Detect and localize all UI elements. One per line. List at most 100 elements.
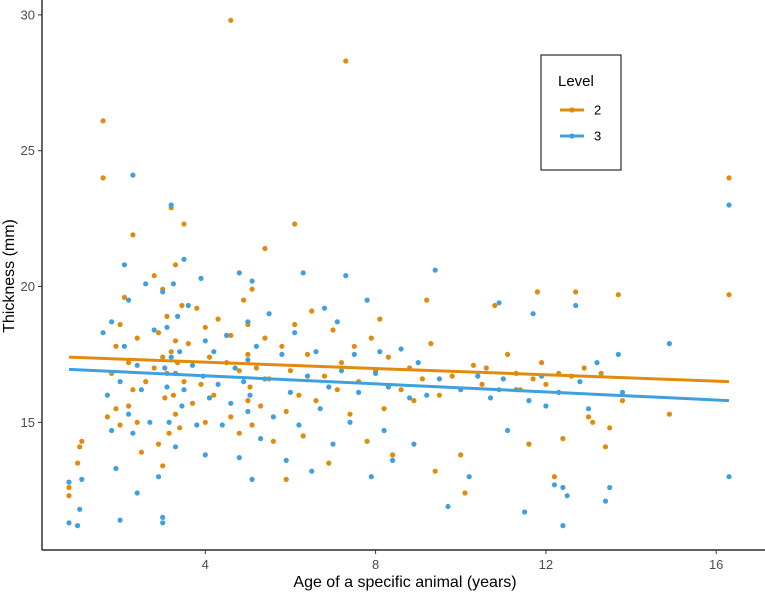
point-level-2 <box>283 476 289 482</box>
point-level-3 <box>117 517 123 523</box>
point-level-3 <box>100 330 106 336</box>
point-level-3 <box>615 351 621 357</box>
point-level-2 <box>143 379 149 385</box>
point-level-2 <box>126 403 132 409</box>
point-level-3 <box>232 365 238 371</box>
point-level-2 <box>151 365 157 371</box>
point-level-2 <box>262 335 268 341</box>
point-level-3 <box>253 343 259 349</box>
legend-entry-2: 2 <box>560 103 601 118</box>
point-level-3 <box>249 476 255 482</box>
trend-lines <box>68 355 730 403</box>
point-level-2 <box>585 414 592 420</box>
point-level-3 <box>551 482 558 488</box>
point-level-2 <box>66 493 72 499</box>
point-level-2 <box>343 58 349 64</box>
point-level-3 <box>390 457 396 463</box>
point-level-2 <box>117 422 123 428</box>
point-level-2 <box>198 381 204 387</box>
point-level-3 <box>79 476 85 482</box>
point-level-3 <box>181 387 187 393</box>
point-level-3 <box>607 484 613 491</box>
point-level-3 <box>228 400 234 406</box>
point-level-2 <box>292 221 298 227</box>
point-level-2 <box>619 398 626 404</box>
point-level-3 <box>334 319 340 325</box>
point-level-2 <box>304 351 311 357</box>
point-level-2 <box>530 376 536 382</box>
point-level-3 <box>162 365 168 371</box>
point-level-2 <box>377 316 383 322</box>
point-level-3 <box>522 509 528 515</box>
point-level-3 <box>326 384 332 390</box>
legend-entries: 23 <box>560 103 601 144</box>
point-level-2 <box>249 422 255 428</box>
trend-line-level-3 <box>68 367 730 403</box>
point-level-2 <box>428 341 434 347</box>
point-level-2 <box>247 384 253 390</box>
point-level-3 <box>172 444 179 450</box>
point-level-2 <box>206 354 213 360</box>
data-points <box>66 17 732 529</box>
point-level-2 <box>607 425 613 431</box>
point-level-2 <box>113 406 119 412</box>
point-level-3 <box>296 422 302 428</box>
point-level-3 <box>283 457 289 463</box>
point-level-2 <box>470 362 477 368</box>
point-level-2 <box>66 484 72 491</box>
point-level-2 <box>581 365 587 371</box>
legend-entry-3: 3 <box>560 129 601 144</box>
point-level-2 <box>598 370 604 376</box>
point-level-3 <box>309 468 315 474</box>
legend-label: 2 <box>594 103 601 118</box>
point-level-2 <box>419 376 425 382</box>
point-level-3 <box>287 389 293 395</box>
point-level-3 <box>377 349 383 355</box>
point-level-3 <box>121 343 127 349</box>
y-tick-label: 25 <box>21 143 35 158</box>
point-level-3 <box>432 267 438 273</box>
point-level-3 <box>117 379 123 385</box>
point-level-3 <box>585 406 592 412</box>
x-tick-label: 8 <box>372 557 379 572</box>
point-level-3 <box>330 441 336 447</box>
point-level-3 <box>66 520 72 526</box>
point-level-2 <box>236 430 242 436</box>
point-level-2 <box>228 17 234 23</box>
x-tick-label: 4 <box>202 557 209 572</box>
point-level-2 <box>449 373 455 379</box>
point-level-3 <box>175 313 181 319</box>
point-level-2 <box>130 387 136 393</box>
point-level-2 <box>479 381 485 387</box>
point-level-2 <box>162 395 168 401</box>
point-level-3 <box>347 419 353 425</box>
point-level-2 <box>726 175 732 181</box>
point-level-2 <box>253 365 259 371</box>
point-level-3 <box>505 427 511 434</box>
point-level-2 <box>381 406 387 412</box>
point-level-3 <box>160 520 166 526</box>
point-level-3 <box>356 389 362 395</box>
point-level-3 <box>134 490 140 496</box>
point-level-2 <box>245 351 251 357</box>
point-level-3 <box>236 455 242 461</box>
point-level-3 <box>573 302 579 309</box>
point-level-3 <box>313 349 319 355</box>
point-level-2 <box>245 398 251 404</box>
y-tick-label: 20 <box>21 279 35 294</box>
legend: Level 23 <box>540 54 622 171</box>
point-level-2 <box>236 368 242 374</box>
point-level-2 <box>483 365 489 371</box>
trend-line-level-2 <box>68 355 730 384</box>
point-level-2 <box>262 245 268 252</box>
point-level-3 <box>726 474 732 480</box>
point-level-2 <box>215 316 221 322</box>
point-level-3 <box>164 324 170 330</box>
point-level-2 <box>75 460 81 466</box>
point-level-3 <box>189 362 196 368</box>
point-level-2 <box>543 381 549 387</box>
point-level-2 <box>347 411 353 417</box>
point-level-3 <box>445 503 451 510</box>
point-level-3 <box>143 281 149 287</box>
point-level-3 <box>130 430 136 436</box>
